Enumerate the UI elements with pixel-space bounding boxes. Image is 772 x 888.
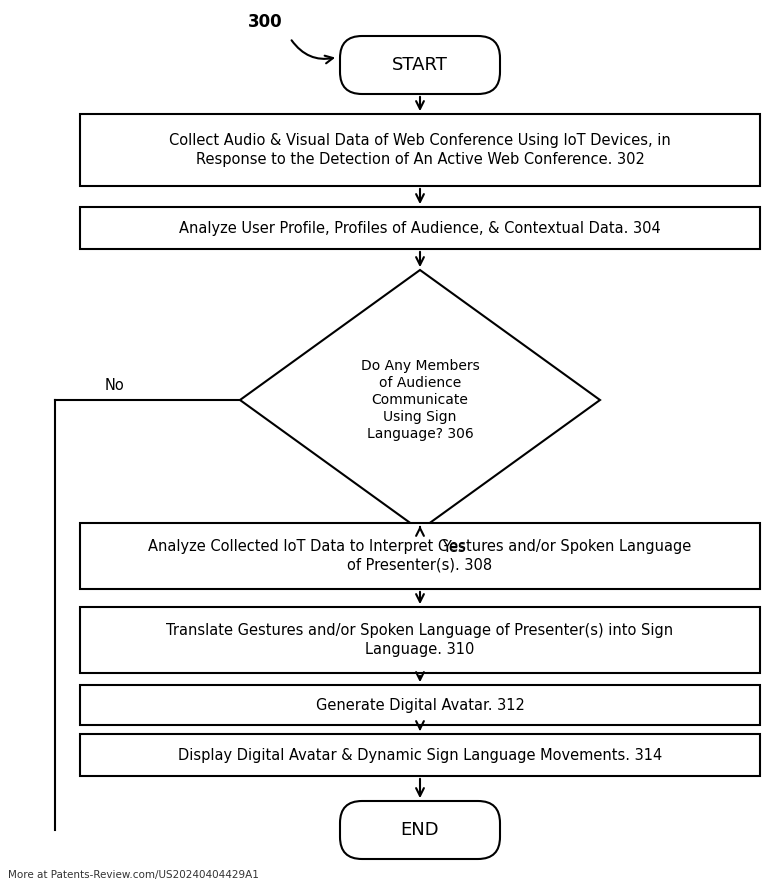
Text: Display Digital Avatar & Dynamic Sign Language Movements. 314: Display Digital Avatar & Dynamic Sign La…: [178, 748, 662, 763]
Text: Yes: Yes: [442, 541, 466, 556]
Text: Response to the Detection of An Active Web Conference. 302: Response to the Detection of An Active W…: [195, 152, 645, 167]
FancyArrowPatch shape: [292, 40, 333, 63]
Text: Language? 306: Language? 306: [367, 427, 473, 441]
Text: Language. 310: Language. 310: [365, 642, 475, 657]
FancyBboxPatch shape: [340, 36, 500, 94]
Text: of Presenter(s). 308: of Presenter(s). 308: [347, 558, 493, 573]
Bar: [80, 523, 760, 589]
Bar: [80, 207, 760, 249]
Bar: [80, 114, 760, 186]
Text: of Audience: of Audience: [379, 376, 461, 390]
Text: Using Sign: Using Sign: [384, 410, 457, 424]
FancyBboxPatch shape: [340, 801, 500, 859]
Text: More at Patents-Review.com/US20240404429A1: More at Patents-Review.com/US20240404429…: [8, 870, 259, 880]
Text: Analyze Collected IoT Data to Interpret Gestures and/or Spoken Language: Analyze Collected IoT Data to Interpret …: [148, 539, 692, 554]
Text: No: No: [105, 378, 125, 393]
Text: Generate Digital Avatar. 312: Generate Digital Avatar. 312: [316, 697, 524, 712]
Polygon shape: [240, 270, 600, 530]
Text: END: END: [401, 821, 439, 839]
Text: Communicate: Communicate: [371, 393, 469, 407]
Text: Translate Gestures and/or Spoken Language of Presenter(s) into Sign: Translate Gestures and/or Spoken Languag…: [167, 623, 673, 638]
Text: Do Any Members: Do Any Members: [361, 359, 479, 373]
Bar: [80, 734, 760, 776]
Bar: [80, 685, 760, 725]
Text: START: START: [392, 56, 448, 74]
Text: 300: 300: [248, 13, 283, 31]
Text: Collect Audio & Visual Data of Web Conference Using IoT Devices, in: Collect Audio & Visual Data of Web Confe…: [169, 133, 671, 148]
Bar: [80, 607, 760, 673]
Text: Analyze User Profile, Profiles of Audience, & Contextual Data. 304: Analyze User Profile, Profiles of Audien…: [179, 220, 661, 235]
